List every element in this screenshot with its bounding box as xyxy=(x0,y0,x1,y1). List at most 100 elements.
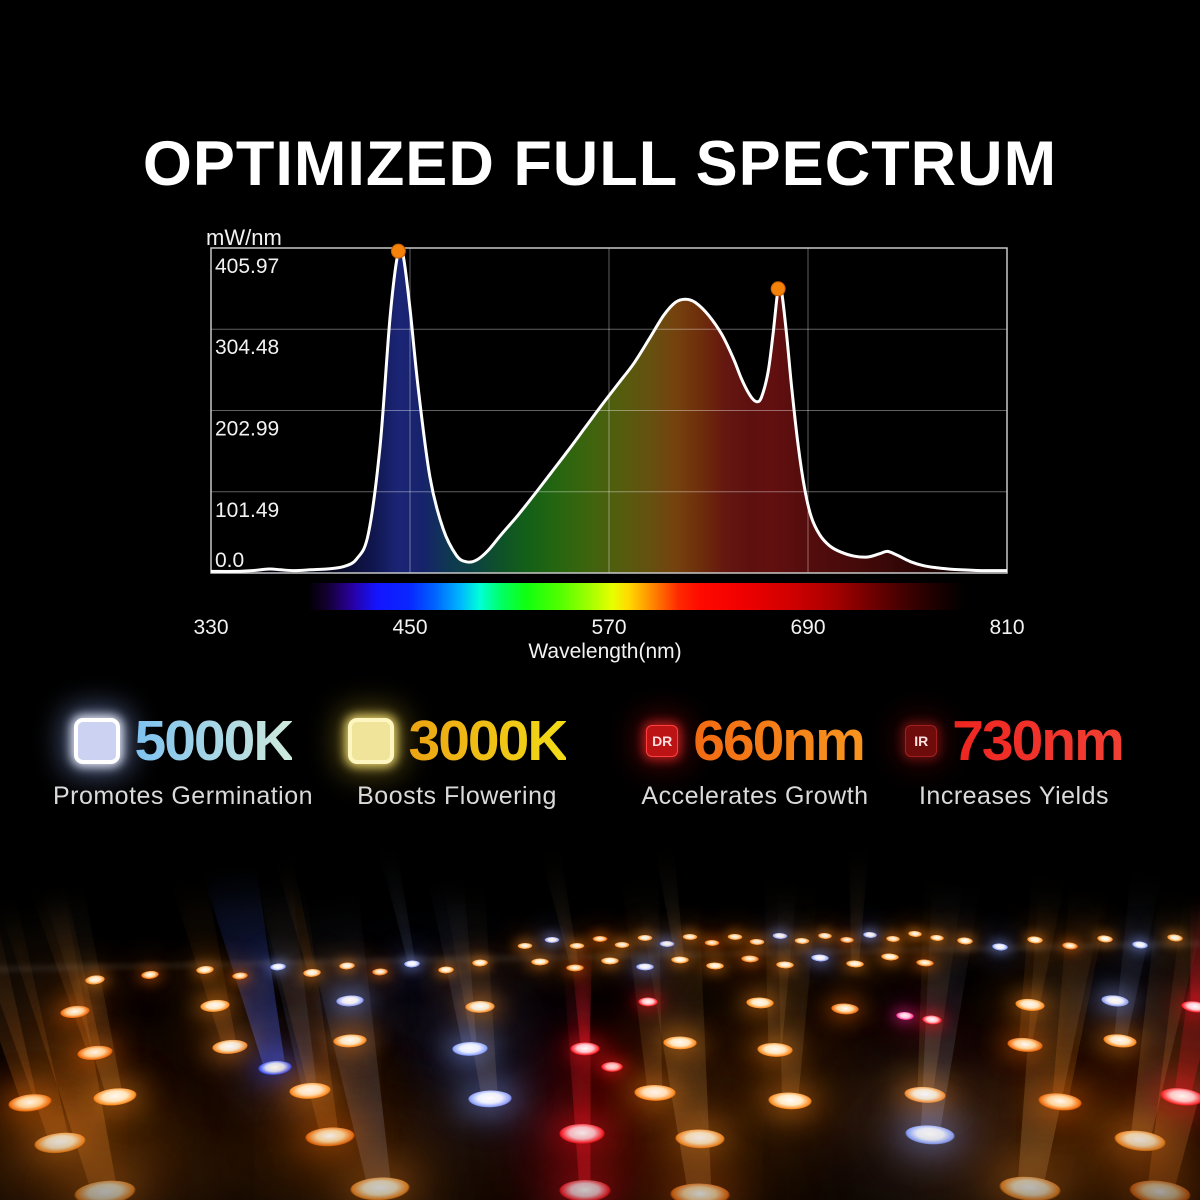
x-tick-label: 570 xyxy=(591,616,626,639)
led-emitter xyxy=(371,968,389,976)
feature-3000k: 3000K Boosts Flowering xyxy=(297,712,617,811)
led-emitter xyxy=(775,961,795,969)
led-emitter xyxy=(467,1090,513,1108)
led-emitter xyxy=(817,932,833,940)
led-emitter xyxy=(633,1084,677,1102)
feature-caption: Boosts Flowering xyxy=(357,782,557,810)
led-emitter xyxy=(669,1182,731,1200)
led-emitter xyxy=(904,1123,956,1147)
light-beam xyxy=(1160,857,1200,1101)
led-emitter xyxy=(231,971,249,981)
light-beam xyxy=(844,824,871,965)
y-tick-label: 101.49 xyxy=(215,499,279,522)
led-emitter xyxy=(839,936,855,944)
led-emitter xyxy=(903,1085,947,1105)
spectrum-curve xyxy=(210,244,1008,573)
light-beam xyxy=(291,858,411,1194)
light-beam xyxy=(1038,861,1115,1105)
light-beam xyxy=(1125,862,1200,1200)
light-beam xyxy=(650,820,691,962)
led-emitter xyxy=(895,1011,915,1021)
led-emitter xyxy=(199,998,231,1014)
white-led-chip-icon xyxy=(73,718,120,764)
photo-vignette xyxy=(0,820,1200,1200)
led-emitter xyxy=(544,936,560,944)
led-emitter xyxy=(1061,941,1079,951)
led-emitter xyxy=(674,1128,726,1150)
feature-730nm: IR 730nm Increases Yields xyxy=(854,712,1174,811)
y-tick-label: 0.0 xyxy=(215,549,244,572)
led-emitter xyxy=(1159,1085,1200,1109)
led-emitter xyxy=(72,1177,138,1200)
led-emitter xyxy=(682,933,698,941)
light-beam xyxy=(768,860,820,1101)
led-emitter xyxy=(335,994,365,1008)
feature-660nm-row: DR 660nm xyxy=(646,708,866,773)
led-emitter xyxy=(600,957,620,965)
led-emitter xyxy=(257,1059,293,1077)
led-emitter xyxy=(464,1000,496,1014)
ambient-glow xyxy=(760,1010,1200,1200)
led-emitter xyxy=(437,966,455,974)
led-emitter xyxy=(921,1014,943,1026)
led-emitter xyxy=(288,1081,332,1101)
led-emitter xyxy=(592,936,608,942)
plot-border xyxy=(210,247,1008,574)
deep-red-dr-icon: DR xyxy=(646,725,679,757)
light-beam xyxy=(561,931,600,1192)
led-emitter xyxy=(195,965,215,975)
led-emitter xyxy=(33,1130,87,1156)
led-emitter xyxy=(740,955,760,963)
light-beam xyxy=(535,829,586,971)
page-title: OPTIMIZED FULL SPECTRUM xyxy=(142,129,1058,200)
led-emitter xyxy=(349,1176,411,1200)
x-tick-label: 690 xyxy=(790,616,825,639)
yellow-led-chip-icon xyxy=(347,718,394,764)
feature-value: 5000K xyxy=(134,708,295,773)
led-emitter xyxy=(956,936,974,946)
light-beam xyxy=(1182,886,1200,1008)
led-emitter xyxy=(830,1002,860,1016)
led-emitter xyxy=(810,954,830,962)
led-emitter xyxy=(745,997,775,1009)
photo-top-fade xyxy=(0,820,1200,1200)
x-tick-label: 330 xyxy=(193,616,228,639)
light-beam xyxy=(166,858,249,1052)
led-emitter xyxy=(558,1179,612,1200)
x-tick-label: 450 xyxy=(392,616,427,639)
light-beam xyxy=(195,837,303,1074)
led-emitter xyxy=(403,960,421,968)
led-emitter xyxy=(1102,1032,1138,1050)
led-emitter xyxy=(76,1044,114,1062)
light-beam xyxy=(634,863,732,1198)
led-emitter xyxy=(338,962,356,970)
peak-marker xyxy=(390,243,406,259)
ambient-glow xyxy=(0,1030,340,1200)
light-beam xyxy=(249,851,330,1094)
led-emitter xyxy=(140,970,160,980)
feature-caption: Accelerates Growth xyxy=(641,782,869,810)
led-emitter xyxy=(92,1086,138,1108)
light-beam xyxy=(24,865,113,1058)
led-emitter xyxy=(59,1004,91,1020)
light-beam xyxy=(995,857,1110,1194)
light-beam xyxy=(618,852,675,1094)
led-emitter xyxy=(637,934,653,942)
feature-660nm: DR 660nm Accelerates Growth xyxy=(595,712,915,811)
feature-value: 660nm xyxy=(693,708,866,773)
spectrum-area xyxy=(211,246,1007,574)
led-emitter xyxy=(1127,1177,1193,1200)
led-emitter xyxy=(600,1061,624,1073)
led-emitter xyxy=(662,1036,698,1050)
horizon-light-streak xyxy=(0,941,1200,972)
led-emitter xyxy=(756,1042,794,1058)
spectrum-chart: mW/nm Wavelength(nm) 0.0 101.49 202.99 304.48… xyxy=(193,225,1024,663)
led-emitter xyxy=(845,960,865,968)
light-beam xyxy=(252,857,355,1141)
led-board-photo xyxy=(0,820,1200,1200)
feature-caption: Promotes Germination xyxy=(52,782,314,810)
led-emitter xyxy=(1166,933,1184,943)
led-emitter xyxy=(332,1033,368,1049)
feature-5000k: 5000K Promotes Germination xyxy=(23,712,343,811)
ambient-glow xyxy=(455,960,715,1200)
